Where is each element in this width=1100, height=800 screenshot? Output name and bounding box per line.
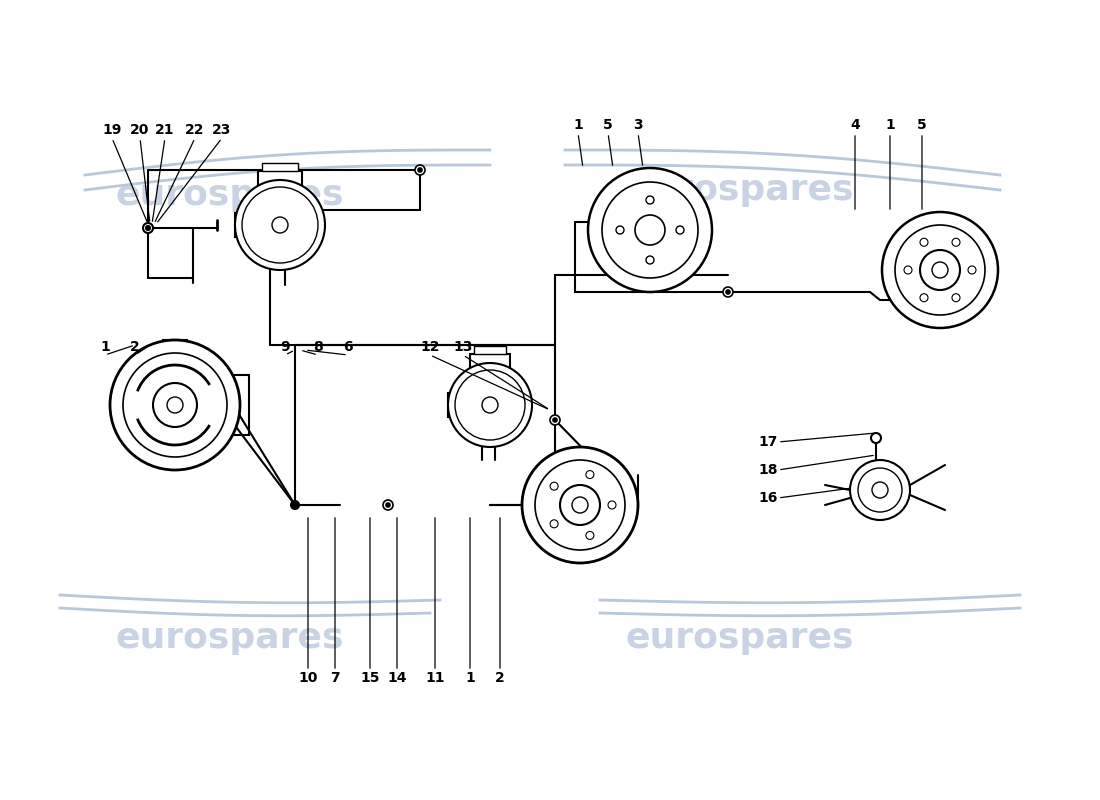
Text: 13: 13 xyxy=(453,340,473,354)
Circle shape xyxy=(726,290,730,294)
Text: 17: 17 xyxy=(758,435,778,449)
Text: 20: 20 xyxy=(130,123,150,137)
Text: 15: 15 xyxy=(361,671,379,685)
Text: 5: 5 xyxy=(917,118,927,132)
Text: eurospares: eurospares xyxy=(626,621,855,655)
Circle shape xyxy=(522,447,638,563)
Circle shape xyxy=(550,415,560,425)
Text: eurospares: eurospares xyxy=(116,178,344,212)
Text: 14: 14 xyxy=(387,671,407,685)
Circle shape xyxy=(850,460,910,520)
Circle shape xyxy=(882,212,998,328)
Text: 2: 2 xyxy=(495,671,505,685)
Text: 5: 5 xyxy=(603,118,613,132)
Text: 3: 3 xyxy=(634,118,642,132)
Circle shape xyxy=(553,418,557,422)
Text: 8: 8 xyxy=(314,340,323,354)
Text: 12: 12 xyxy=(420,340,440,354)
Circle shape xyxy=(723,287,733,297)
Text: 4: 4 xyxy=(850,118,860,132)
Text: 6: 6 xyxy=(343,340,353,354)
Bar xyxy=(474,346,506,354)
Text: 1: 1 xyxy=(100,340,110,354)
Circle shape xyxy=(588,168,712,292)
Bar xyxy=(470,354,510,370)
Text: 23: 23 xyxy=(212,123,232,137)
Text: 1: 1 xyxy=(886,118,895,132)
Circle shape xyxy=(110,340,240,470)
Circle shape xyxy=(146,226,150,230)
Bar xyxy=(262,163,298,171)
Text: 1: 1 xyxy=(465,671,475,685)
Bar xyxy=(593,222,598,238)
Circle shape xyxy=(143,223,153,233)
Circle shape xyxy=(415,165,425,175)
Bar xyxy=(227,375,249,435)
Circle shape xyxy=(235,180,324,270)
Circle shape xyxy=(418,168,422,172)
Bar xyxy=(258,171,303,187)
Circle shape xyxy=(448,363,532,447)
Bar xyxy=(163,340,187,355)
Text: 10: 10 xyxy=(298,671,318,685)
Text: 11: 11 xyxy=(426,671,444,685)
Text: 2: 2 xyxy=(130,340,140,354)
Circle shape xyxy=(383,500,393,510)
Text: eurospares: eurospares xyxy=(116,621,344,655)
Circle shape xyxy=(386,503,390,507)
Text: 18: 18 xyxy=(758,463,778,477)
Bar xyxy=(595,217,613,242)
Text: 21: 21 xyxy=(155,123,175,137)
Text: 22: 22 xyxy=(185,123,205,137)
Text: 19: 19 xyxy=(102,123,122,137)
Circle shape xyxy=(292,501,299,509)
Bar xyxy=(235,213,253,237)
Circle shape xyxy=(871,433,881,443)
Text: eurospares: eurospares xyxy=(626,173,855,207)
Bar xyxy=(448,393,464,417)
Text: 9: 9 xyxy=(280,340,289,354)
Text: 7: 7 xyxy=(330,671,340,685)
Text: 1: 1 xyxy=(573,118,583,132)
Text: 16: 16 xyxy=(758,491,778,505)
